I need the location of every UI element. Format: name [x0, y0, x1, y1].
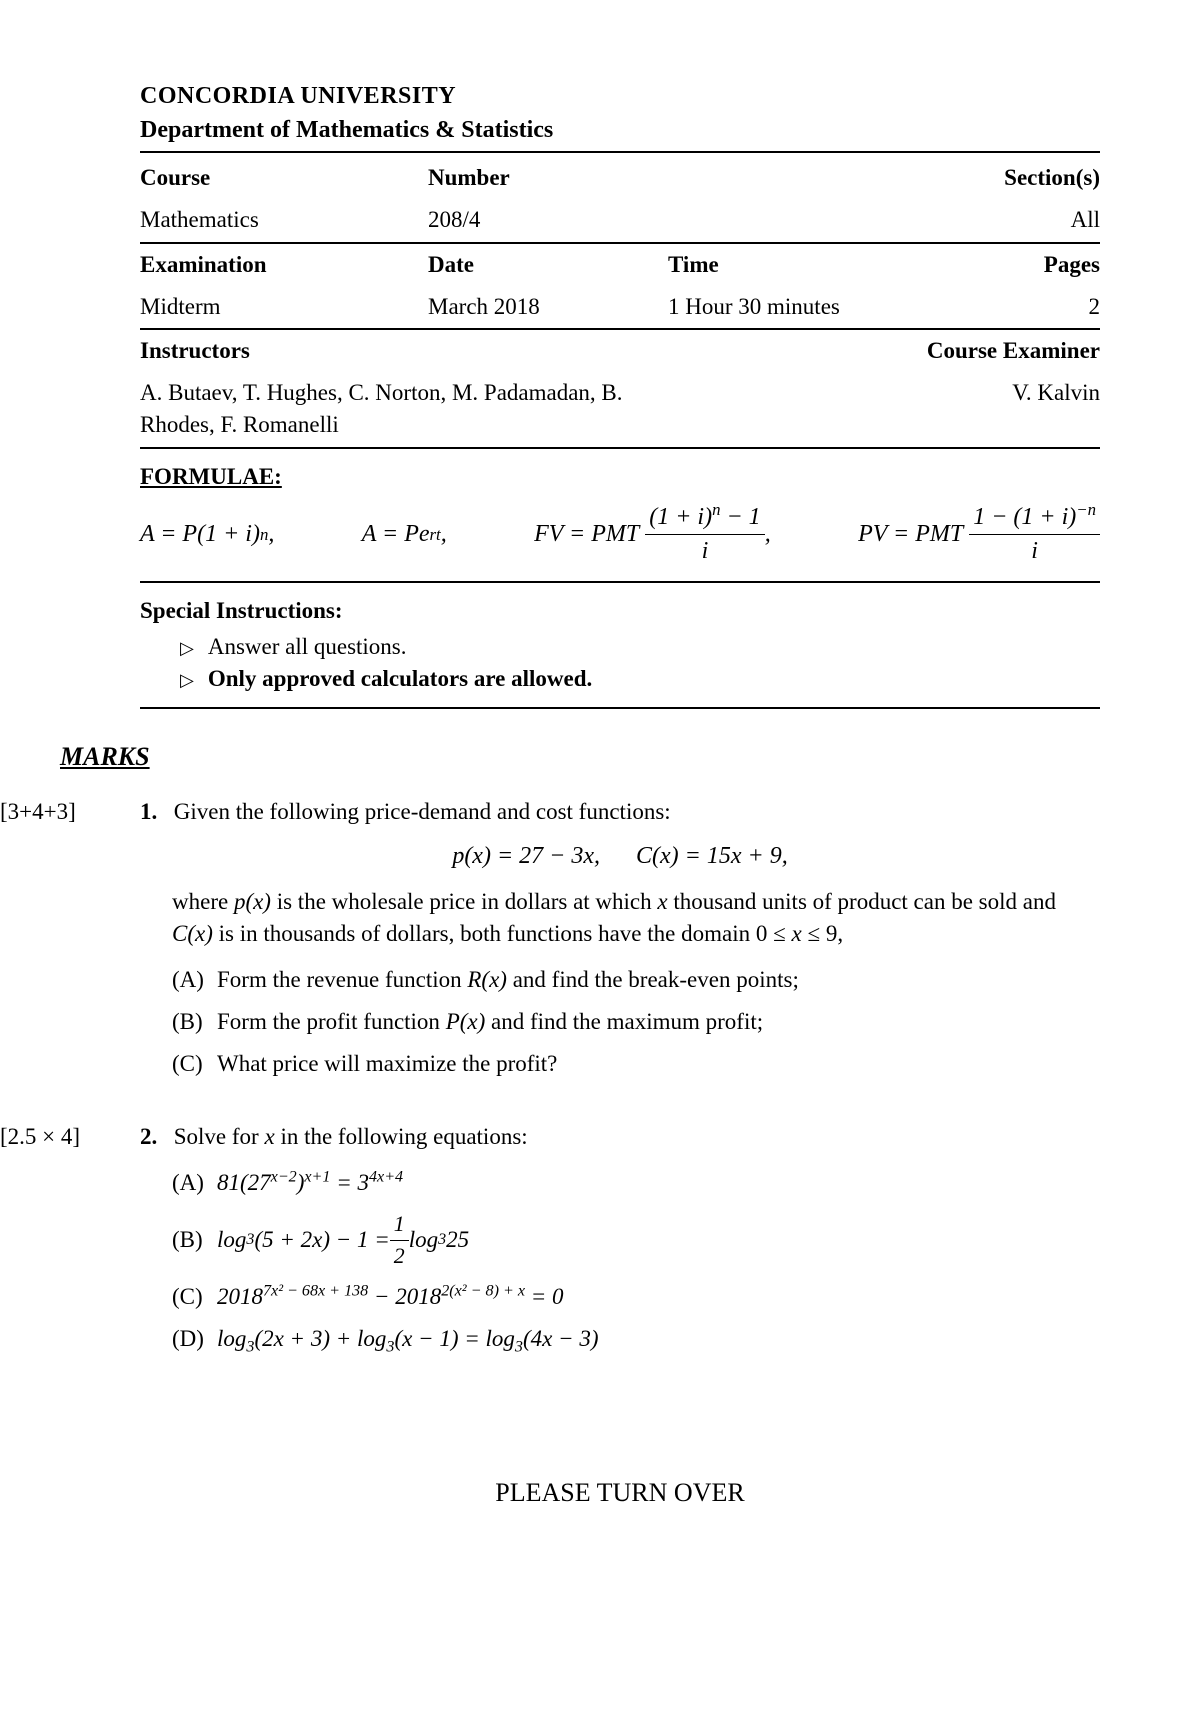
formula-compound: A = P(1 + i)n,	[140, 518, 274, 552]
examiner-value: V. Kalvin	[668, 372, 1100, 447]
examiner-label: Course Examiner	[908, 329, 1100, 372]
pages-value: 2	[908, 286, 1100, 329]
date-value: March 2018	[428, 286, 668, 329]
q1-parts: (A) Form the revenue function R(x) and f…	[172, 964, 1100, 1081]
q1-description: where p(x) is the wholesale price in dol…	[172, 886, 1100, 950]
q2-marks: [2.5 × 4]	[0, 1121, 80, 1153]
q1-part-c: (C) What price will maximize the profit?	[172, 1048, 1100, 1080]
q2-part-b: (B) log3(5 + 2x) − 1 = 1 2 log3 25	[172, 1209, 1100, 1271]
q2-parts: (A) 81(27x−2)x+1 = 34x+4 (B) log3(5 + 2x…	[172, 1167, 1100, 1356]
q2-number: 2.	[140, 1121, 168, 1153]
instruction-item: Answer all questions.	[180, 631, 1100, 663]
q1-equations: p(x) = 27 − 3x, C(x) = 15x + 9,	[140, 840, 1100, 874]
question-2: [2.5 × 4] 2. Solve for x in the followin…	[140, 1121, 1100, 1356]
formula-continuous: A = Pert,	[362, 518, 447, 552]
special-instructions-list: Answer all questions. Only approved calc…	[180, 631, 1100, 695]
special-instructions-title: Special Instructions:	[140, 595, 1100, 627]
department-name: Department of Mathematics & Statistics	[140, 114, 1100, 154]
exam-value: Midterm	[140, 286, 428, 329]
instructors-value: A. Butaev, T. Hughes, C. Norton, M. Pada…	[140, 372, 668, 447]
q2-part-c: (C) 20187x² − 68x + 138 − 20182(x² − 8) …	[172, 1281, 1100, 1313]
q1-part-b: (B) Form the profit function P(x) and fi…	[172, 1006, 1100, 1038]
formulae-title: FORMULAE:	[140, 461, 1100, 493]
exam-info-table: Course Number Section(s) Mathematics 208…	[140, 157, 1100, 448]
course-label: Course	[140, 157, 428, 199]
number-label: Number	[428, 157, 668, 199]
marks-heading: MARKS	[60, 739, 1100, 775]
section-label: Section(s)	[908, 157, 1100, 199]
exam-label: Examination	[140, 243, 428, 286]
q1-marks: [3+4+3]	[0, 796, 76, 828]
question-1: [3+4+3] 1. Given the following price-dem…	[140, 796, 1100, 1081]
turn-over-notice: PLEASE TURN OVER	[140, 1475, 1100, 1511]
section-value: All	[908, 199, 1100, 242]
course-value: Mathematics	[140, 199, 428, 242]
q2-intro: Solve for x in the following equations:	[174, 1124, 528, 1149]
q1-part-a: (A) Form the revenue function R(x) and f…	[172, 964, 1100, 996]
q1-intro: Given the following price-demand and cos…	[174, 799, 671, 824]
q2-part-a: (A) 81(27x−2)x+1 = 34x+4	[172, 1167, 1100, 1199]
number-value: 208/4	[428, 199, 668, 242]
pages-label: Pages	[908, 243, 1100, 286]
q1-number: 1.	[140, 796, 168, 828]
time-label: Time	[668, 243, 908, 286]
formulae-row: A = P(1 + i)n, A = Pert, FV = PMT (1 + i…	[140, 501, 1100, 569]
formula-pv: PV = PMT 1 − (1 + i)−n i	[858, 501, 1100, 569]
date-label: Date	[428, 243, 668, 286]
instruction-item: Only approved calculators are allowed.	[180, 663, 1100, 695]
university-name: CONCORDIA UNIVERSITY	[140, 80, 1100, 114]
q2-part-d: (D) log3(2x + 3) + log3(x − 1) = log3(4x…	[172, 1323, 1100, 1355]
time-value: 1 Hour 30 minutes	[668, 286, 908, 329]
instructors-label: Instructors	[140, 329, 428, 372]
formula-fv: FV = PMT (1 + i)n − 1 i ,	[534, 501, 771, 569]
